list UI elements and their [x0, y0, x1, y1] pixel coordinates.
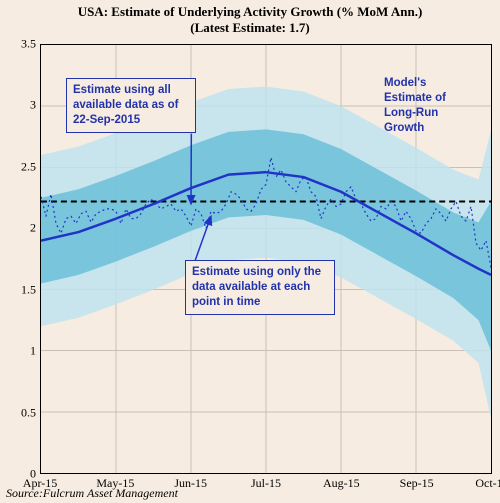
xtick-label: Sep-15: [400, 476, 434, 491]
ytick-label: 2.5: [6, 159, 36, 174]
ytick-label: 2: [6, 221, 36, 236]
xtick-label: Oct-15: [475, 476, 500, 491]
ytick-label: 0.5: [6, 405, 36, 420]
chart-container: USA: Estimate of Underlying Activity Gro…: [0, 0, 500, 503]
annotation-realtime: Estimate using only the data available a…: [185, 260, 335, 315]
ytick-label: 1: [6, 344, 36, 359]
title-line-1: USA: Estimate of Underlying Activity Gro…: [78, 4, 423, 19]
xtick-label: Jul-15: [251, 476, 281, 491]
ytick-label: 3.5: [6, 37, 36, 52]
annotation-longrun: Model's Estimate of Long-Run Growth: [378, 72, 478, 140]
ytick-label: 3: [6, 98, 36, 113]
annotation-all-data: Estimate using all available data as of …: [66, 78, 196, 133]
chart-title: USA: Estimate of Underlying Activity Gro…: [0, 4, 500, 35]
ytick-label: 1.5: [6, 282, 36, 297]
xtick-label: Aug-15: [323, 476, 360, 491]
xtick-label: Jun-15: [174, 476, 207, 491]
source-label: Source:Fulcrum Asset Management: [6, 486, 178, 501]
title-line-2: (Latest Estimate: 1.7): [190, 20, 310, 35]
